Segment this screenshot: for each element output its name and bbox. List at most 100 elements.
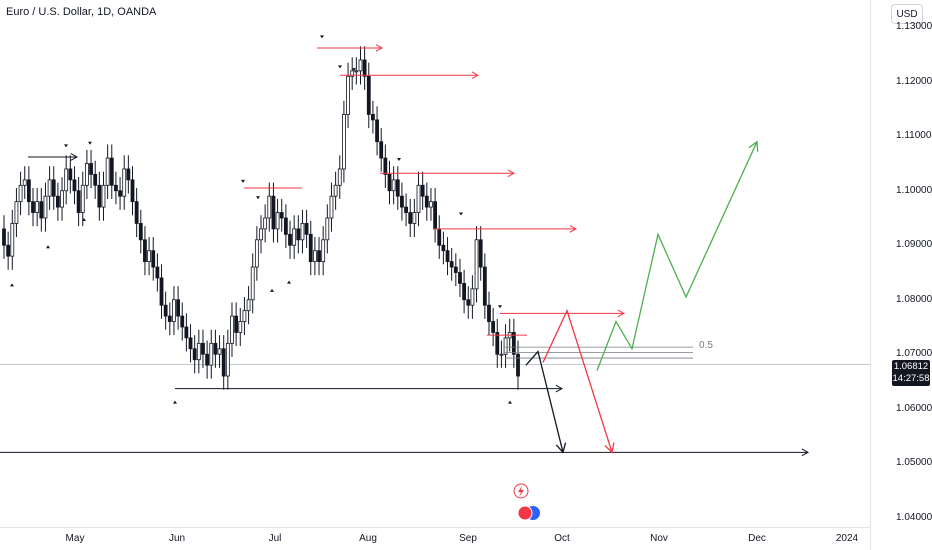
candle-body xyxy=(288,233,292,246)
candle-body xyxy=(85,163,89,186)
candle-body xyxy=(221,348,226,377)
candle-body xyxy=(2,228,6,246)
candle-body xyxy=(499,353,504,356)
candle-body xyxy=(101,184,106,208)
fib-level-label: 0.5 xyxy=(699,340,713,351)
candle-body xyxy=(466,299,471,306)
fractal-marker xyxy=(256,196,260,200)
price-tick-label: 1.04000 xyxy=(896,511,932,523)
fractal-marker xyxy=(287,280,291,284)
candle-body xyxy=(283,217,288,235)
candle-body xyxy=(358,59,363,72)
fractal-marker xyxy=(270,288,274,292)
fractal-marker xyxy=(508,400,512,404)
lightning-icon xyxy=(518,486,524,497)
candle-body xyxy=(122,168,127,197)
candle-body xyxy=(80,184,85,213)
currency-button[interactable]: USD xyxy=(891,4,923,24)
candle-body xyxy=(234,315,239,333)
candle-body xyxy=(242,310,247,322)
price-tick-label: 1.06000 xyxy=(896,402,932,414)
candle-body xyxy=(350,70,355,77)
candle-body xyxy=(155,266,160,279)
time-tick-label: Dec xyxy=(748,533,766,544)
candle-body xyxy=(429,201,433,208)
fractal-marker xyxy=(173,400,177,404)
candle-body xyxy=(14,201,19,224)
candle-body xyxy=(404,206,408,213)
support-arrow-head xyxy=(70,153,79,161)
price-tick-label: 1.05000 xyxy=(896,457,932,469)
last-price-value: 1.06812 xyxy=(893,361,929,372)
fractal-marker xyxy=(46,245,50,249)
candle-body xyxy=(354,70,359,73)
candle-body xyxy=(437,228,442,246)
candle-body xyxy=(192,348,197,361)
candle-body xyxy=(470,288,475,306)
fractal-marker xyxy=(338,65,342,69)
projection-black-head xyxy=(555,442,567,454)
candle-body xyxy=(138,223,143,241)
candle-body xyxy=(420,184,425,197)
resistance-arrow-head xyxy=(617,309,626,318)
price-chart[interactable] xyxy=(0,0,870,527)
candle-body xyxy=(387,173,392,192)
time-tick-label: Jun xyxy=(168,533,186,544)
candle-body xyxy=(134,201,139,224)
candle-body xyxy=(118,190,122,197)
candle-body xyxy=(55,195,60,208)
fractal-marker xyxy=(320,35,324,39)
candle-body xyxy=(35,201,40,213)
price-axis-separator xyxy=(870,0,871,550)
candle-body xyxy=(176,299,180,317)
candle-body xyxy=(89,163,93,175)
projection-green xyxy=(596,141,758,371)
price-tick-label: 1.12000 xyxy=(896,75,932,87)
candle-body xyxy=(147,250,151,262)
fractal-marker xyxy=(459,212,463,216)
chart-title: Euro / U.S. Dollar, 1D, OANDA xyxy=(6,6,157,18)
time-tick-label: May xyxy=(65,533,85,544)
time-tick-label: Sep xyxy=(459,533,477,544)
candle-body xyxy=(172,299,176,322)
candle-body xyxy=(462,282,467,301)
price-tick-label: 1.08000 xyxy=(896,293,932,305)
candle-body xyxy=(51,179,56,197)
candle-body xyxy=(167,315,172,322)
candle-body xyxy=(209,342,214,366)
candle-body xyxy=(317,250,321,262)
candle-body xyxy=(196,342,201,361)
candle-body xyxy=(230,315,234,344)
candle-body xyxy=(22,179,27,186)
candle-body xyxy=(159,277,164,306)
candle-body xyxy=(250,266,255,301)
candle-body xyxy=(342,114,346,170)
candle-body xyxy=(371,114,375,121)
candle-body xyxy=(238,321,243,333)
candle-body xyxy=(114,184,118,192)
candle-body xyxy=(333,184,338,197)
candle-body xyxy=(400,195,404,208)
candle-body xyxy=(495,332,500,355)
resistance-arrow-head xyxy=(375,44,384,52)
fractal-marker xyxy=(10,283,14,287)
candle-body xyxy=(366,75,371,115)
candle-body xyxy=(458,272,462,284)
time-tick-label: Nov xyxy=(650,533,668,544)
candle-body xyxy=(453,266,458,273)
price-tick-label: 1.10000 xyxy=(896,184,932,196)
candle-body xyxy=(433,201,437,230)
resistance-arrow-head xyxy=(569,225,578,233)
candle-body xyxy=(163,304,168,317)
candle-body xyxy=(300,223,305,241)
candle-body xyxy=(43,195,48,219)
fractal-marker xyxy=(241,179,245,183)
flag-us-icon xyxy=(517,505,533,521)
candle-body xyxy=(482,266,487,306)
candle-body xyxy=(205,353,210,366)
candle-body xyxy=(296,228,301,241)
candle-body xyxy=(10,223,15,257)
candle-body xyxy=(292,228,297,246)
candle-body xyxy=(72,179,77,192)
candle-body xyxy=(383,157,388,175)
